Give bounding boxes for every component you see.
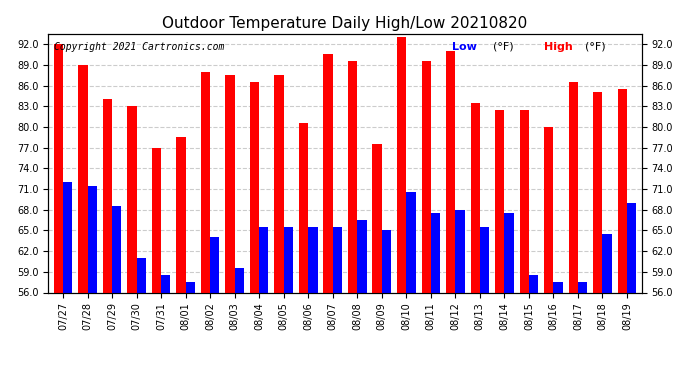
Bar	[103, 99, 112, 375]
Bar	[308, 227, 317, 375]
Text: High: High	[544, 42, 573, 51]
Bar	[235, 268, 244, 375]
Bar	[593, 92, 602, 375]
Bar	[529, 275, 538, 375]
Bar	[161, 275, 170, 375]
Bar	[152, 148, 161, 375]
Bar	[455, 210, 464, 375]
Bar	[333, 227, 342, 375]
Bar	[78, 65, 88, 375]
Bar	[397, 37, 406, 375]
Bar	[357, 220, 366, 375]
Bar	[578, 282, 587, 375]
Text: Copyright 2021 Cartronics.com: Copyright 2021 Cartronics.com	[55, 42, 225, 51]
Bar	[275, 75, 284, 375]
Bar	[284, 227, 293, 375]
Bar	[112, 206, 121, 375]
Bar	[137, 258, 146, 375]
Bar	[569, 82, 578, 375]
Bar	[88, 186, 97, 375]
Bar	[544, 127, 553, 375]
Bar	[348, 62, 357, 375]
Bar	[259, 227, 268, 375]
Bar	[422, 62, 431, 375]
Text: (°F): (°F)	[585, 42, 606, 51]
Bar	[446, 51, 455, 375]
Bar	[431, 213, 440, 375]
Bar	[495, 110, 504, 375]
Bar	[373, 144, 382, 375]
Bar	[520, 110, 529, 375]
Bar	[618, 89, 627, 375]
Bar	[602, 234, 612, 375]
Bar	[504, 213, 513, 375]
Bar	[471, 103, 480, 375]
Bar	[63, 182, 72, 375]
Bar	[250, 82, 259, 375]
Bar	[177, 137, 186, 375]
Bar	[406, 192, 415, 375]
Title: Outdoor Temperature Daily High/Low 20210820: Outdoor Temperature Daily High/Low 20210…	[162, 16, 528, 31]
Bar	[226, 75, 235, 375]
Bar	[127, 106, 137, 375]
Bar	[553, 282, 563, 375]
Bar	[627, 203, 636, 375]
Bar	[299, 123, 308, 375]
Bar	[186, 282, 195, 375]
Bar	[324, 54, 333, 375]
Bar	[210, 237, 219, 375]
Bar	[54, 44, 63, 375]
Text: Low: Low	[452, 42, 477, 51]
Bar	[382, 230, 391, 375]
Bar	[480, 227, 489, 375]
Text: (°F): (°F)	[493, 42, 514, 51]
Bar	[201, 72, 210, 375]
